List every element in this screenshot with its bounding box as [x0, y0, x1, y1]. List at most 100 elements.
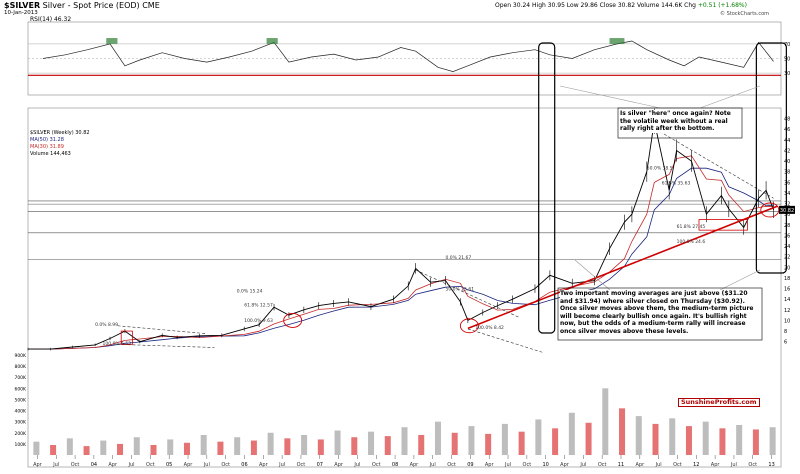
highlight-box	[698, 219, 748, 231]
x-tick-label: Apr	[108, 462, 118, 468]
volume-bar	[50, 445, 57, 455]
x-tick-label: Oct	[297, 462, 306, 468]
x-tick-label: Jul	[730, 462, 737, 468]
change-text: +0.51 (+1.68%)	[697, 2, 747, 9]
price-line	[28, 121, 774, 350]
volume-tick-label: 700K	[14, 375, 27, 381]
x-tick-label: Oct	[673, 462, 682, 468]
chart-title: $SILVER Silver - Spot Price (EOD) CME	[4, 2, 160, 10]
price-tick-label: 6	[784, 340, 787, 346]
dashed-channel-line	[117, 344, 215, 348]
volume-bar	[334, 430, 341, 455]
volume-bar	[217, 441, 224, 455]
volume-bar	[267, 432, 274, 455]
volume-bar	[669, 418, 676, 455]
price-tick-label: 14	[784, 297, 790, 303]
volume-bar	[719, 428, 726, 455]
price-tick-label: 42	[784, 148, 790, 154]
price-tick-label: 22	[784, 255, 790, 261]
volume-bar	[301, 435, 308, 455]
fibonacci-label: 100.0% 9.63	[244, 318, 273, 324]
highlight-vertical-box-right	[755, 42, 787, 274]
volume-bar	[150, 445, 157, 455]
legend-ma50: MA(50) 31.28	[30, 137, 64, 143]
volume-tick-label: 300K	[14, 420, 27, 426]
volume-bar	[83, 446, 90, 455]
last-price-label: 30.82	[780, 208, 794, 214]
volume-bar	[317, 439, 324, 455]
x-tick-label: Jul	[504, 462, 511, 468]
x-tick-label: 05	[166, 462, 172, 468]
x-tick-label: 11	[618, 462, 624, 468]
x-tick-label: Jul	[203, 462, 210, 468]
volume-bar	[167, 439, 174, 455]
fibonacci-label: 100.0% 8.42	[475, 325, 504, 331]
x-tick-label: Oct	[146, 462, 155, 468]
volume-bar	[434, 421, 441, 455]
x-tick-label: Oct	[71, 462, 80, 468]
volume-tick-label: 800K	[14, 364, 27, 370]
legend-ma30: MA(30) 31.89	[30, 144, 64, 150]
volume-bar	[652, 423, 659, 455]
bottom-circle	[760, 202, 780, 218]
volume-bar	[66, 438, 73, 455]
date-label: 10-Jan-2013	[4, 10, 38, 16]
price-tick-label: 32	[784, 202, 790, 208]
branding-label: SunshineProfits.com	[678, 398, 760, 407]
volume-bar	[501, 423, 508, 455]
volume-bar	[518, 431, 525, 455]
x-tick-label: Oct	[447, 462, 456, 468]
callout-line	[699, 85, 761, 109]
price-tick-label: 40	[784, 159, 790, 165]
price-tick-label: 18	[784, 276, 790, 282]
rsi-line	[42, 40, 774, 72]
price-tick-label: 16	[784, 287, 790, 293]
x-tick-label: Jul	[579, 462, 586, 468]
fibonacci-label: 61.8% 12.57	[244, 303, 273, 309]
ohlc-text: Open 30.24 High 30.95 Low 29.86 Close 30…	[495, 2, 696, 9]
fibonacci-label: 0.0% 8.99	[95, 322, 118, 328]
x-tick-label: Apr	[485, 462, 495, 468]
volume-bar	[183, 442, 190, 455]
rsi-label: RSI(14) 46.32	[30, 16, 72, 23]
volume-bar	[535, 419, 542, 455]
volume-bar	[736, 425, 743, 455]
volume-bar	[200, 435, 207, 455]
x-tick-label: Jul	[655, 462, 662, 468]
volume-bar	[685, 426, 692, 455]
x-tick-label: Jul	[429, 462, 436, 468]
x-tick-label: 07	[317, 462, 323, 468]
volume-tick-label: 900K	[14, 353, 27, 359]
x-tick-label: Oct	[372, 462, 381, 468]
volume-bar	[234, 437, 241, 455]
volume-tick-label: 500K	[14, 397, 27, 403]
x-tick-label: 09	[467, 462, 473, 468]
description-label: Silver - Spot Price (EOD)	[42, 1, 140, 10]
bottom-circle	[459, 318, 479, 334]
fibonacci-label: 0.0% 15.24	[237, 288, 263, 294]
highlight-box	[120, 330, 133, 345]
x-tick-label: Oct	[523, 462, 532, 468]
last-price-marker	[779, 205, 795, 214]
x-tick-label: Oct	[748, 462, 757, 468]
x-tick-label: Apr	[711, 462, 721, 468]
x-tick-label: 10	[543, 462, 549, 468]
x-tick-label: Apr	[410, 462, 420, 468]
volume-bar	[384, 436, 391, 455]
x-tick-label: Oct	[221, 462, 230, 468]
volume-bar	[33, 441, 40, 455]
x-tick-label: 12	[693, 462, 699, 468]
volume-bar	[100, 440, 107, 455]
dashed-channel-line	[117, 325, 207, 335]
price-tick-label: 46	[784, 127, 790, 133]
volume-bar	[752, 429, 759, 455]
dashed-channel-line	[467, 328, 543, 353]
annotation-bottom-box	[557, 287, 763, 341]
volume-tick-label: 400K	[14, 409, 27, 415]
price-tick-label: 34	[784, 191, 790, 197]
dashed-channel-line	[415, 269, 521, 319]
x-tick-label: Jul	[52, 462, 59, 468]
rsi-overbought-fill	[609, 38, 625, 44]
x-tick-label: 13	[768, 462, 774, 468]
